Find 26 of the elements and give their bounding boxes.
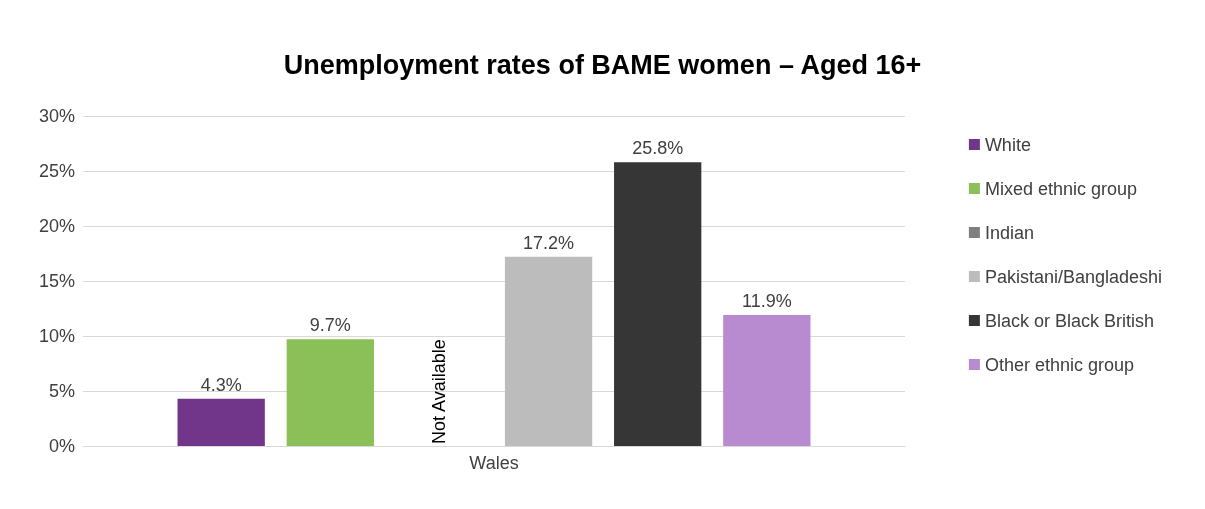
legend-label: White <box>984 134 1031 155</box>
bar <box>286 339 374 446</box>
y-tick-label: 5% <box>48 381 75 401</box>
data-label: 17.2% <box>523 232 575 253</box>
y-tick-label: 20% <box>38 216 75 236</box>
data-label: 25.8% <box>632 138 684 159</box>
bar <box>504 256 593 446</box>
y-tick-label: 15% <box>38 271 75 291</box>
y-tick-label: 30% <box>38 106 75 126</box>
chart-title: Unemployment rates of BAME women – Aged 16+ <box>283 49 922 80</box>
x-tick-label: Wales <box>469 453 519 473</box>
annotation: Not Available <box>429 339 450 444</box>
legend-label: Black or Black British <box>984 310 1154 331</box>
legend-label: Indian <box>984 222 1034 243</box>
data-label: 9.7% <box>309 315 351 336</box>
data-label: 11.9% <box>741 291 792 312</box>
y-tick-label: 10% <box>38 326 75 346</box>
bar <box>614 162 702 446</box>
legend-label: Pakistani/Bangladeshi <box>984 266 1163 287</box>
legend-label: Mixed ethnic group <box>984 178 1137 199</box>
y-tick-label: 25% <box>38 161 75 181</box>
y-tick-label: 0% <box>48 436 75 456</box>
data-label: 4.3% <box>200 374 242 395</box>
bar <box>177 398 265 446</box>
legend-label: Other ethnic group <box>984 354 1134 375</box>
bar <box>723 315 811 446</box>
